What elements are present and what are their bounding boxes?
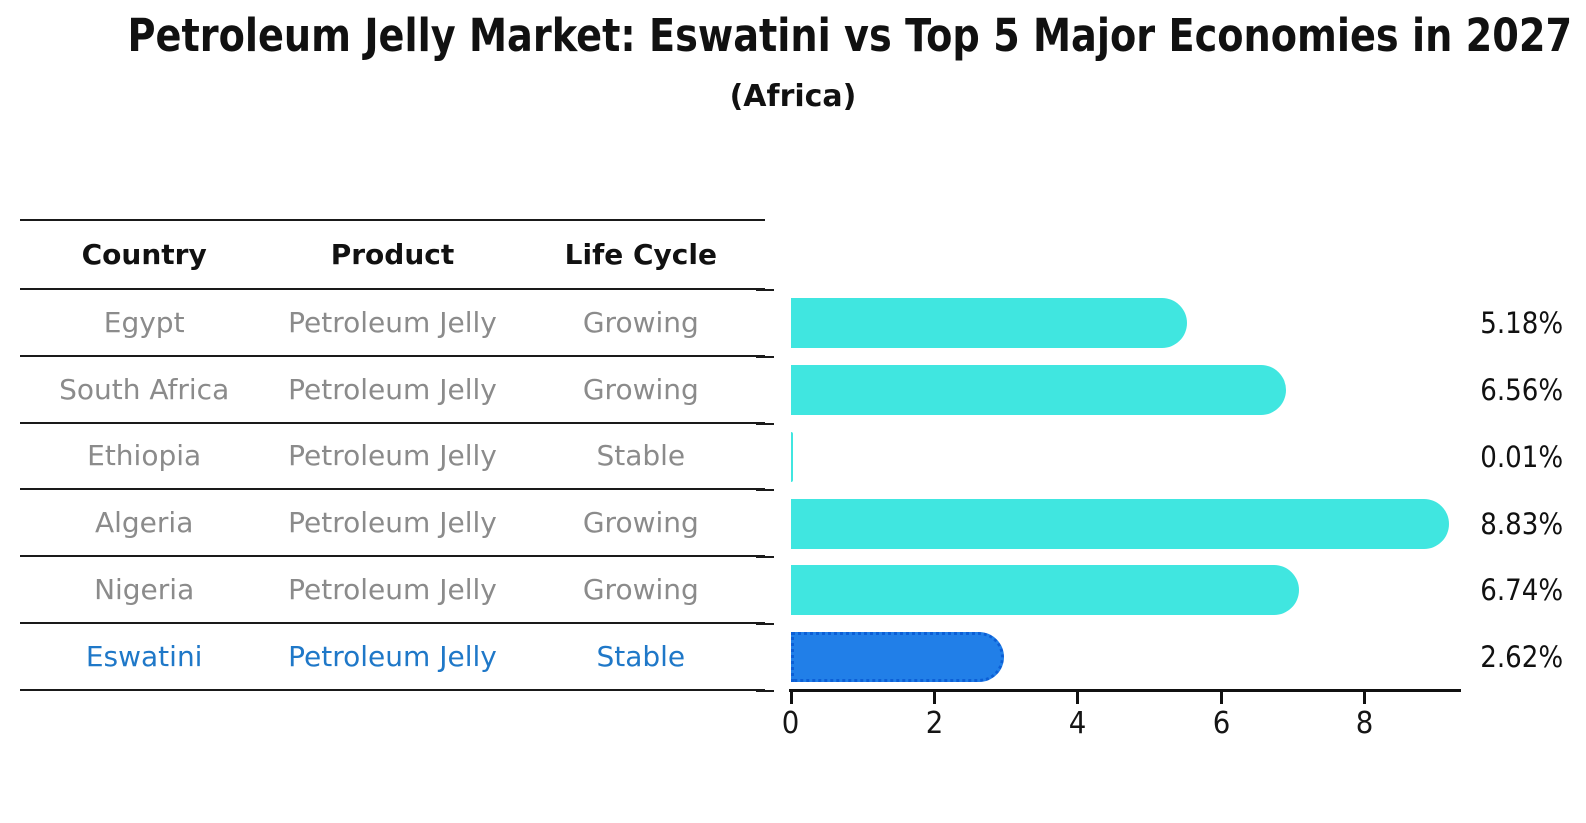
cell-product: Petroleum Jelly [288,372,497,406]
y-tick-mark [756,489,774,492]
cell-life-cycle: Growing [582,506,699,540]
chart-title: Petroleum Jelly Market: Eswatini vs Top … [0,12,1586,60]
table-row-ethiopia: Ethiopia Petroleum Jelly Stable [20,424,765,491]
table-row-algeria: Algeria Petroleum Jelly Growing [20,490,765,557]
bar-ethiopia [791,431,793,482]
col-header-life-cycle: Life Cycle [564,238,717,271]
x-tick-mark [932,692,936,704]
x-tick-label: 2 [925,706,944,741]
cell-life-cycle: Growing [582,572,699,606]
x-axis-line [789,689,1461,692]
bar-nigeria [791,565,1300,616]
cell-product: Petroleum Jelly [288,572,497,606]
chart-title-text: Petroleum Jelly Market: Eswatini vs Top … [127,9,1573,62]
x-tick-mark [1219,692,1223,704]
value-label-egypt: 5.18% [1480,306,1563,341]
cell-product: Petroleum Jelly [288,506,497,540]
cell-product: Petroleum Jelly [288,639,497,673]
bar-eswatini-highlighted [791,632,1004,683]
value-label-nigeria: 6.74% [1480,573,1563,608]
cell-life-cycle: Growing [582,372,699,406]
bar-algeria [791,498,1450,549]
chart-row-egypt: 5.18% [0,290,1586,357]
cell-life-cycle: Growing [582,305,699,339]
y-tick-mark [756,622,774,625]
country-table: Country Product Life Cycle Egypt Petrole… [20,219,765,691]
table-row-nigeria: Nigeria Petroleum Jelly Growing [20,557,765,624]
y-tick-mark [756,289,774,291]
cell-country: Egypt [103,305,185,339]
cell-country: Algeria [94,506,194,540]
x-tick-label: 6 [1212,706,1230,741]
cell-product: Petroleum Jelly [288,305,497,339]
x-tick-label: 8 [1355,706,1374,741]
chart-row-south-africa: 6.56% [0,357,1586,424]
value-label-algeria: 8.83% [1480,506,1563,541]
cell-country: South Africa [59,372,230,406]
table-row-egypt: Egypt Petroleum Jelly Growing [20,290,765,357]
x-tick-mark [1363,692,1367,704]
col-header-country: Country [81,238,207,271]
cell-country: Nigeria [94,572,195,606]
y-tick-mark [756,422,774,425]
y-tick-mark [756,556,774,558]
bar-south-africa [791,365,1287,416]
y-tick-mark [756,355,774,358]
table-row-eswatini-highlighted: Eswatini Petroleum Jelly Stable [20,624,765,691]
table-row-south-africa: South Africa Petroleum Jelly Growing [20,357,765,424]
x-tick-label: 0 [782,706,800,741]
cell-life-cycle: Stable [596,439,686,473]
col-header-product: Product [330,238,455,271]
value-label-eswatini: 2.62% [1480,640,1563,675]
cell-life-cycle: Stable [596,639,686,673]
y-tick-mark [756,689,774,692]
chart-subtitle: (Africa) [729,79,857,114]
bar-egypt [791,298,1188,349]
chart-row-algeria: 8.83% [0,490,1586,557]
cell-country: Eswatini [85,639,203,673]
cell-product: Petroleum Jelly [288,439,497,473]
chart-row-nigeria: 6.74% [0,557,1586,624]
table-header-row: Country Product Life Cycle [20,221,765,290]
cell-country: Ethiopia [87,439,202,473]
x-tick-label: 4 [1069,706,1087,741]
chart-row-eswatini: 2.62% [0,624,1586,691]
x-tick-mark [789,692,793,704]
x-tick-mark [1076,692,1080,704]
value-label-south-africa: 6.56% [1480,373,1563,408]
bar-chart: 5.18% 6.56% 0.01% 8.83% 6.74% 2.62% [0,290,1586,691]
value-label-ethiopia: 0.01% [1480,439,1563,474]
chart-row-ethiopia: 0.01% [0,424,1586,491]
